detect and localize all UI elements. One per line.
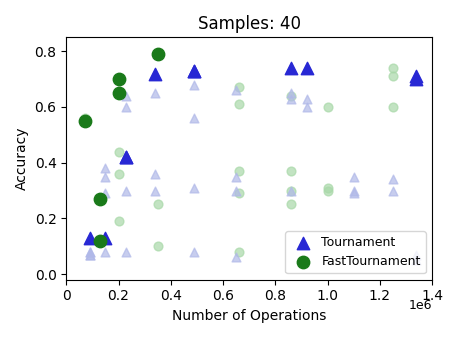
Point [232, 88, 240, 93]
Point [86, 249, 93, 255]
Text: 1e6: 1e6 [409, 299, 432, 312]
Point [413, 258, 420, 263]
Point [287, 93, 294, 99]
Point [102, 191, 109, 196]
Point [123, 104, 130, 110]
Point [232, 188, 240, 193]
Point [232, 174, 240, 179]
Point [287, 90, 294, 96]
Point [235, 168, 242, 174]
Point [413, 252, 420, 257]
Point [86, 249, 93, 255]
Tournament [303, 65, 310, 71]
FastTournament [97, 196, 104, 202]
Tournament [191, 68, 198, 73]
Point [389, 104, 397, 110]
Point [232, 255, 240, 260]
Point [152, 188, 159, 193]
Point [235, 101, 242, 107]
Point [287, 188, 294, 193]
Point [152, 171, 159, 176]
Point [350, 188, 357, 193]
FastTournament [115, 90, 122, 96]
Point [389, 74, 397, 79]
Point [287, 202, 294, 207]
Point [287, 188, 294, 193]
Tournament [123, 154, 130, 160]
Point [115, 76, 122, 82]
Point [154, 51, 161, 57]
Point [123, 249, 130, 255]
Point [154, 202, 161, 207]
Tournament [191, 68, 198, 73]
Point [389, 177, 397, 182]
Point [115, 218, 122, 224]
Point [287, 168, 294, 174]
Point [152, 90, 159, 96]
X-axis label: Number of Operations: Number of Operations [172, 309, 327, 323]
Point [86, 252, 93, 257]
Point [115, 149, 122, 154]
Tournament [287, 65, 294, 71]
Point [235, 191, 242, 196]
Legend: Tournament, FastTournament: Tournament, FastTournament [285, 231, 426, 273]
Point [350, 191, 357, 196]
FastTournament [81, 118, 88, 124]
Tournament [413, 76, 420, 82]
Point [191, 249, 198, 255]
Tournament [123, 154, 130, 160]
Y-axis label: Accuracy: Accuracy [15, 127, 29, 190]
Point [123, 188, 130, 193]
Tournament [413, 74, 420, 79]
Point [235, 85, 242, 90]
Tournament [152, 71, 159, 76]
Point [191, 115, 198, 121]
Point [102, 174, 109, 179]
Point [102, 249, 109, 255]
Point [235, 249, 242, 255]
Point [303, 104, 310, 110]
Title: Samples: 40: Samples: 40 [198, 15, 300, 33]
Point [287, 96, 294, 101]
Point [154, 244, 161, 249]
Point [389, 188, 397, 193]
Point [123, 93, 130, 99]
Point [350, 174, 357, 179]
Point [115, 171, 122, 176]
Point [81, 115, 88, 121]
Point [324, 185, 331, 191]
Point [324, 188, 331, 193]
Point [115, 90, 122, 96]
Point [191, 82, 198, 88]
Point [324, 104, 331, 110]
Point [97, 238, 104, 243]
Tournament [86, 235, 93, 241]
Point [86, 252, 93, 257]
FastTournament [97, 238, 104, 243]
Point [191, 185, 198, 191]
Point [389, 65, 397, 71]
Point [303, 96, 310, 101]
Tournament [102, 235, 109, 241]
Point [97, 196, 104, 202]
FastTournament [115, 76, 122, 82]
FastTournament [154, 51, 161, 57]
Point [102, 166, 109, 171]
